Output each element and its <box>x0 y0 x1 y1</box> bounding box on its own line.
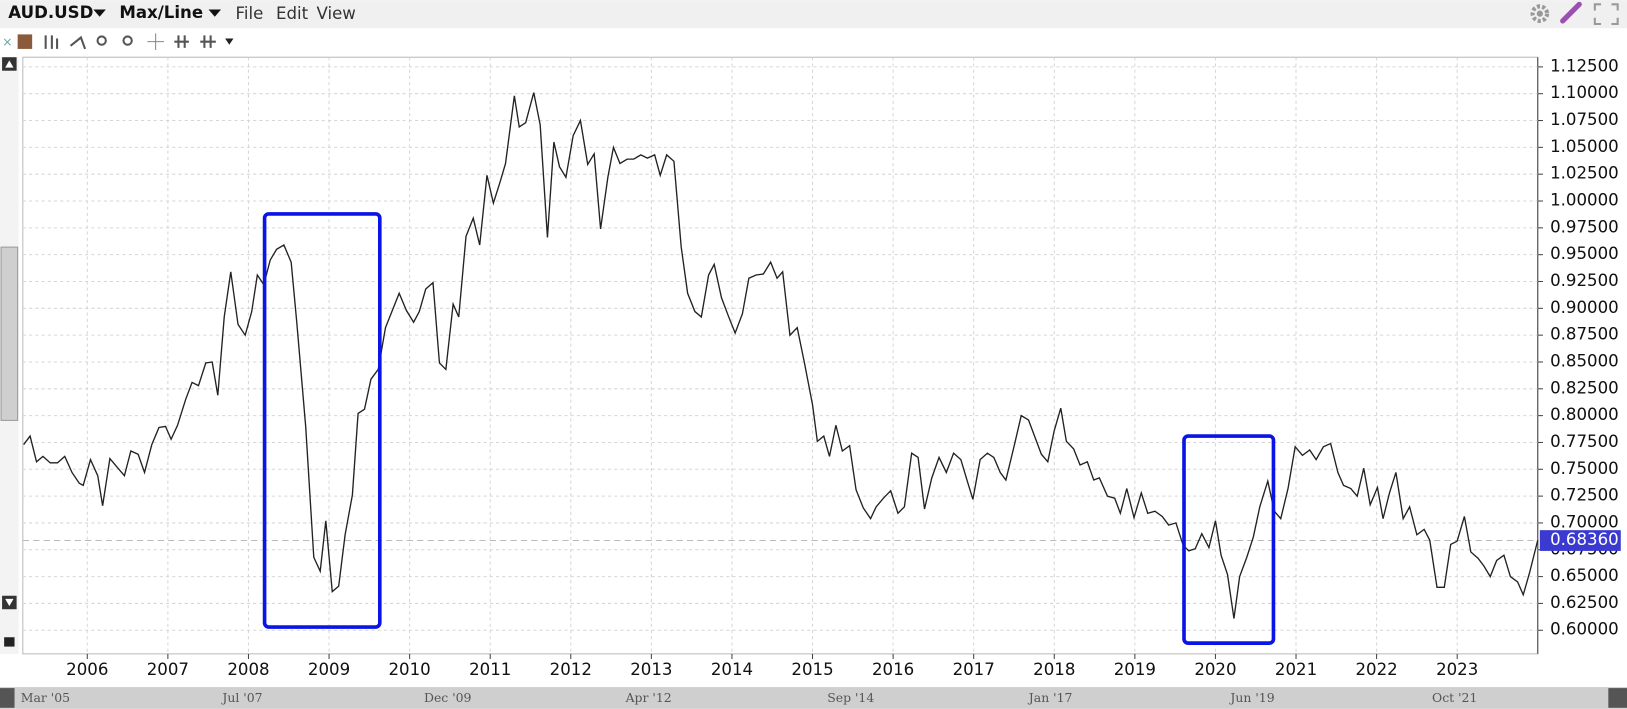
y-tick-label: 0.75000 <box>1550 459 1619 478</box>
y-tick-label: 0.72500 <box>1550 486 1619 505</box>
x-tick-label: 2007 <box>147 660 189 679</box>
y-tick-label: 0.85000 <box>1550 351 1619 370</box>
highlight-box <box>1182 434 1276 645</box>
y-tick-label: 0.82500 <box>1550 378 1619 397</box>
left-scroller <box>0 57 19 654</box>
navigator-label: Sep '14 <box>827 690 874 705</box>
y-tick-label: 1.10000 <box>1550 83 1619 102</box>
navigator-right[interactable] <box>1608 688 1627 708</box>
highlight-box <box>262 212 382 629</box>
y-tick-label: 0.62500 <box>1550 593 1619 612</box>
pointer-icon[interactable] <box>69 35 87 50</box>
plot <box>22 92 1539 645</box>
navigator <box>0 687 1627 709</box>
y-tick-label: 0.87500 <box>1550 325 1619 344</box>
mode[interactable]: Max/Line <box>119 3 203 22</box>
x-tick-label: 2012 <box>550 660 592 679</box>
navigator-label: Apr '12 <box>625 690 672 705</box>
navigator-label: Jan '17 <box>1027 690 1073 705</box>
last-value-tag <box>1539 530 1621 551</box>
navigator-label: Jun '19 <box>1228 690 1274 705</box>
y-tick-label: 0.65000 <box>1550 566 1619 585</box>
navigator-label: Dec '09 <box>424 690 472 705</box>
menu-item[interactable]: File <box>236 4 264 23</box>
y-tick-label: 1.00000 <box>1550 191 1619 210</box>
navigator-label: Oct '21 <box>1432 690 1477 705</box>
window-icons <box>1530 1 1619 26</box>
y-tick-label: 0.95000 <box>1550 244 1619 263</box>
y-tick-label: 1.07500 <box>1550 110 1619 129</box>
x-tick-label: 2008 <box>227 660 269 679</box>
navigator-labels: Mar '05 Jul '07 Dec '09 Apr '12 Sep '14 Jan '… <box>21 690 1478 705</box>
link-icon[interactable] <box>1560 1 1582 24</box>
scroll-icon[interactable] <box>200 35 216 48</box>
x-tick-label: 2022 <box>1355 660 1397 679</box>
menu: File Edit View <box>236 4 356 23</box>
y-tick-label: 0.80000 <box>1550 405 1619 424</box>
x-tick-label: 2013 <box>630 660 672 679</box>
y-tick-label: 0.77500 <box>1550 432 1619 451</box>
lock-icon[interactable] <box>4 637 15 647</box>
y-tick-label: 0.90000 <box>1550 298 1619 317</box>
x-tick-label: 2019 <box>1114 660 1156 679</box>
settings-icon-center <box>1536 10 1543 17</box>
x-tick-label: 2015 <box>791 660 833 679</box>
zoom-out-icon[interactable] <box>122 35 133 46</box>
x-tick-label: 2023 <box>1436 660 1478 679</box>
x-tick-label: 2011 <box>469 660 511 679</box>
symbol[interactable]: AUD.USD <box>8 3 93 22</box>
bars-icon[interactable] <box>44 35 59 49</box>
y-tick-label: 1.12500 <box>1550 56 1619 75</box>
scroll-down-arrow <box>5 598 14 607</box>
navigator-left[interactable] <box>0 688 15 708</box>
x-tick-label: 2016 <box>872 660 914 679</box>
navigator-label: Mar '05 <box>21 690 70 705</box>
axes: 0.600000.625000.650000.675000.700000.725… <box>66 56 1621 679</box>
crosshair-icon[interactable] <box>147 33 164 50</box>
last-value-label: 0.68360 <box>1550 530 1619 549</box>
close-icon[interactable]: × <box>2 34 12 49</box>
navigator-label: Jul '07 <box>220 690 262 705</box>
y-tick-label: 0.97500 <box>1550 217 1619 236</box>
y-tick-label: 1.05000 <box>1550 137 1619 156</box>
zoom-in-icon[interactable] <box>96 35 107 46</box>
x-tick-label: 2018 <box>1033 660 1075 679</box>
dropdown-arrow[interactable] <box>208 9 222 17</box>
menu-item[interactable]: View <box>316 4 355 23</box>
y-tick-label: 0.92500 <box>1550 271 1619 290</box>
x-tick-label: 2020 <box>1194 660 1236 679</box>
dropdown-arrow[interactable] <box>93 9 106 17</box>
menu-item[interactable]: Edit <box>276 4 309 23</box>
toolbar-icons: × <box>2 33 234 50</box>
settings-icon[interactable] <box>1530 4 1550 23</box>
fit-icon[interactable] <box>174 35 189 48</box>
x-tick-label: 2014 <box>711 660 753 679</box>
x-tick-label: 2017 <box>953 660 995 679</box>
x-tick-label: 2006 <box>66 660 108 679</box>
top-bar <box>0 0 1627 29</box>
more-icon[interactable] <box>225 38 234 45</box>
scroll-up-arrow <box>5 60 14 68</box>
y-tick-label: 0.60000 <box>1550 620 1619 639</box>
x-tick-label: 2009 <box>308 660 350 679</box>
y-tick-label: 1.02500 <box>1550 164 1619 183</box>
price-line <box>23 92 1539 619</box>
scroller-thumb[interactable] <box>0 246 19 421</box>
y-tick-label: 0.70000 <box>1550 512 1619 531</box>
x-tick-label: 2010 <box>389 660 431 679</box>
text-tool-icon[interactable] <box>17 34 33 49</box>
fullscreen-icon[interactable] <box>1593 3 1619 26</box>
x-tick-label: 2021 <box>1275 660 1317 679</box>
